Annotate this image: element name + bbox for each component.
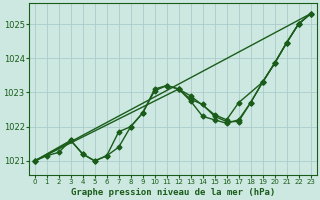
X-axis label: Graphe pression niveau de la mer (hPa): Graphe pression niveau de la mer (hPa) xyxy=(70,188,275,197)
